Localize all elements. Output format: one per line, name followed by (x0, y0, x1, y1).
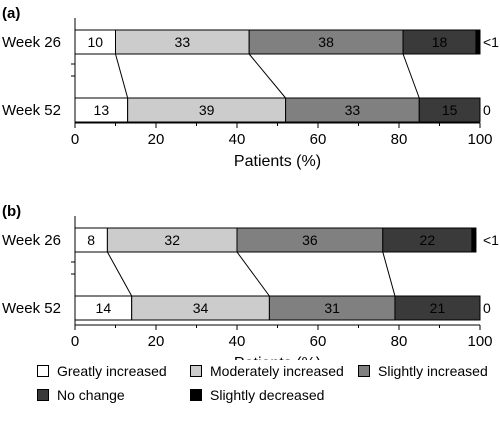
data-label: 14 (96, 300, 112, 316)
bar-segment-no-change (418, 97, 481, 123)
connector-line (382, 251, 396, 297)
bar-segment-no-change (382, 227, 473, 253)
x-tick-label: 20 (148, 333, 165, 350)
bar-segment-slightly-increased (268, 295, 396, 321)
legend-swatch-no-change (37, 389, 49, 401)
x-axis-label: Patients (%) (234, 153, 321, 170)
legend-label: No change (57, 387, 125, 403)
category-label: Week 52 (2, 102, 61, 119)
connector-line (248, 53, 286, 99)
bar-segment-greatly-increased (74, 97, 129, 123)
bar-segment-slightly-increased (285, 97, 420, 123)
x-tick-label: 60 (310, 333, 327, 350)
legend-label: Greatly increased (57, 363, 167, 379)
legend-swatch-slightly-decreased (190, 389, 202, 401)
connector-line (115, 53, 129, 99)
data-label: 31 (324, 300, 340, 316)
bar-segment-moderately-increased (131, 295, 270, 321)
legend-item-greatly-increased: Greatly increased (37, 363, 167, 379)
data-label: 33 (345, 102, 361, 118)
bar-segment-slightly-decreased (471, 227, 477, 253)
category-label: Week 26 (2, 34, 61, 51)
bar-segment-no-change (394, 295, 481, 321)
connector-line (106, 251, 133, 297)
bar-segment-greatly-increased (74, 295, 133, 321)
data-label: 39 (199, 102, 215, 118)
data-label: 18 (432, 34, 448, 50)
legend-item-slightly-decreased: Slightly decreased (190, 387, 324, 403)
bar-segment-no-change (402, 29, 477, 55)
x-tick-label: 100 (467, 333, 492, 350)
panel-label: (a) (2, 5, 20, 22)
chart-panel-a: (a) 0 20 40 60 80 100 Patients (%) Week 26 10 33 38… (2, 5, 499, 170)
legend-item-no-change: No change (37, 387, 125, 403)
data-label: <1 (483, 232, 499, 248)
data-label: 38 (318, 34, 334, 50)
legend-swatch-greatly-increased (37, 365, 49, 377)
data-label: 0 (483, 300, 491, 316)
data-label: 33 (175, 34, 191, 50)
x-tick-label: 0 (71, 131, 79, 148)
data-label: 22 (420, 232, 436, 248)
legend-label: Slightly decreased (210, 387, 325, 403)
bar-segment-moderately-increased (127, 97, 287, 123)
data-label: 32 (164, 232, 180, 248)
bar-segment-slightly-decreased (475, 29, 481, 55)
legend-item-slightly-increased: Slightly increased (358, 363, 488, 379)
x-tick-label: 60 (310, 131, 327, 148)
legend-item-moderately-increased: Moderately increased (190, 363, 344, 379)
category-label: Week 26 (2, 232, 61, 249)
legend-label: Moderately increased (210, 363, 344, 379)
connector-line (236, 251, 270, 297)
bar-segment-greatly-increased (74, 29, 116, 55)
x-tick-label: 40 (229, 333, 246, 350)
connector-line (402, 53, 420, 99)
legend-swatch-moderately-increased (190, 365, 202, 377)
data-label: 36 (302, 232, 318, 248)
legend-label: Slightly increased (378, 363, 488, 379)
x-tick-label: 80 (391, 333, 408, 350)
x-tick-label: 0 (71, 333, 79, 350)
x-tick-label: 40 (229, 131, 246, 148)
panel-label: (b) (2, 203, 21, 220)
data-label: 34 (193, 300, 209, 316)
legend-swatch-slightly-increased (358, 365, 370, 377)
data-label: 21 (430, 300, 446, 316)
data-label: 8 (87, 232, 95, 248)
data-label: 0 (483, 102, 491, 118)
data-label: 13 (94, 102, 110, 118)
x-tick-label: 100 (467, 131, 492, 148)
chart-panel-b: (b) 0 20 40 60 80 100 Patients (%) Week 26 8 32 36 2… (2, 203, 499, 360)
data-label: 15 (442, 102, 458, 118)
data-label: <1 (483, 34, 499, 50)
category-label: Week 52 (2, 300, 61, 317)
data-label: 10 (87, 34, 103, 50)
bar-segment-slightly-increased (248, 29, 404, 55)
x-axis-label: Patients (%) (234, 355, 321, 360)
x-tick-label: 20 (148, 131, 165, 148)
x-tick-label: 80 (391, 131, 408, 148)
